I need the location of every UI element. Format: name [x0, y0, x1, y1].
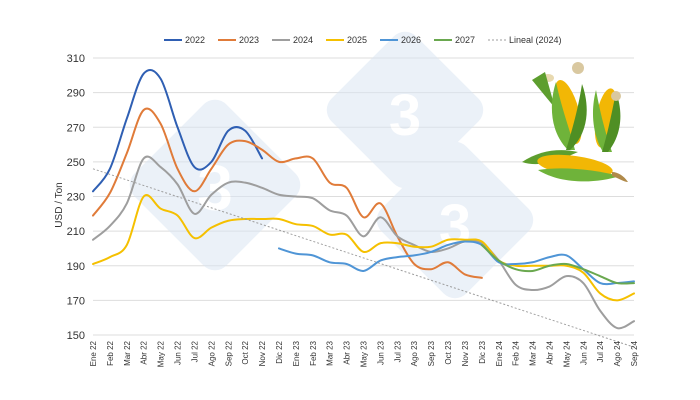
series-line-2026: [277, 240, 635, 286]
corn-illustration: [522, 62, 628, 182]
x-tick-label: Mar 24: [529, 340, 538, 365]
series-line-2022: [92, 68, 264, 193]
legend-label: 2023: [239, 35, 259, 45]
x-tick-label: Nov 23: [461, 340, 470, 366]
legend-label: 2025: [347, 35, 367, 45]
x-tick-label: Jul 22: [190, 340, 199, 362]
x-tick-label: May 24: [562, 340, 571, 367]
y-tick-label: 230: [67, 192, 85, 204]
x-tick-label: Sep 24: [630, 340, 639, 366]
x-tick-label: Nov 22: [258, 340, 267, 366]
y-tick-label: 270: [67, 122, 85, 134]
x-tick-label: Jun 23: [376, 340, 385, 365]
x-tick-label: Mar 23: [326, 340, 335, 365]
x-tick-label: Feb 24: [512, 340, 521, 365]
legend-label: 2022: [185, 35, 205, 45]
x-tick-label: Ene 24: [495, 340, 504, 366]
y-tick-label: 190: [67, 261, 85, 273]
y-tick-label: 210: [67, 226, 85, 238]
x-tick-label: Jun 22: [174, 340, 183, 365]
legend-label: 2026: [401, 35, 421, 45]
x-tick-label: Oct 22: [241, 340, 250, 364]
x-tick-label: Dic 22: [275, 340, 284, 363]
x-axis-ticks: Ene 22 Feb 22 Mar 22 Abr 22 May 22 Jun 22 Jul …: [89, 340, 639, 367]
x-tick-label: Jun 24: [579, 340, 588, 365]
legend: 2022 2023 2024 2025 2026 2027 Lineal (2024): [164, 35, 562, 45]
y-axis-ticks: 150 170 190 210 230 250 270 290 310: [67, 53, 85, 342]
x-tick-label: Ene 22: [89, 340, 98, 366]
y-axis-title: USD / Ton: [54, 182, 65, 227]
x-tick-label: May 22: [157, 340, 166, 367]
series-line-lineal-2024: [92, 168, 635, 348]
series-line-2027: [480, 243, 635, 285]
svg-text:3: 3: [389, 83, 421, 148]
x-tick-label: Sep 23: [427, 340, 436, 366]
y-tick-label: 310: [67, 53, 85, 65]
x-tick-label: Oct 23: [444, 340, 453, 364]
x-tick-label: May 23: [360, 340, 369, 367]
x-tick-label: Ago 22: [207, 340, 216, 366]
series-line-2024: [92, 155, 635, 330]
series-line-2025: [92, 194, 635, 302]
x-tick-label: Dic 23: [478, 340, 487, 363]
legend-label: 2027: [455, 35, 475, 45]
legend-label: 2024: [293, 35, 313, 45]
x-tick-label: Sep 22: [224, 340, 233, 366]
x-tick-label: Abr 23: [343, 340, 352, 364]
x-tick-label: Ago 23: [410, 340, 419, 366]
x-tick-label: Mar 22: [123, 340, 132, 365]
y-tick-label: 290: [67, 88, 85, 100]
y-tick-label: 250: [67, 157, 85, 169]
x-tick-label: Feb 22: [106, 340, 115, 365]
y-tick-label: 150: [67, 330, 85, 342]
x-tick-label: Ene 23: [292, 340, 301, 366]
x-tick-label: Jul 23: [393, 340, 402, 362]
x-tick-label: Ago 24: [613, 340, 622, 366]
x-tick-label: Abr 24: [545, 340, 554, 364]
x-tick-label: Feb 23: [309, 340, 318, 365]
series-lines: [92, 68, 635, 348]
y-tick-label: 170: [67, 295, 85, 307]
x-tick-label: Jul 24: [596, 340, 605, 362]
x-tick-label: Abr 22: [140, 340, 149, 364]
series-line-2023: [92, 107, 483, 279]
legend-label: Lineal (2024): [509, 35, 562, 45]
svg-text:3: 3: [439, 193, 471, 258]
